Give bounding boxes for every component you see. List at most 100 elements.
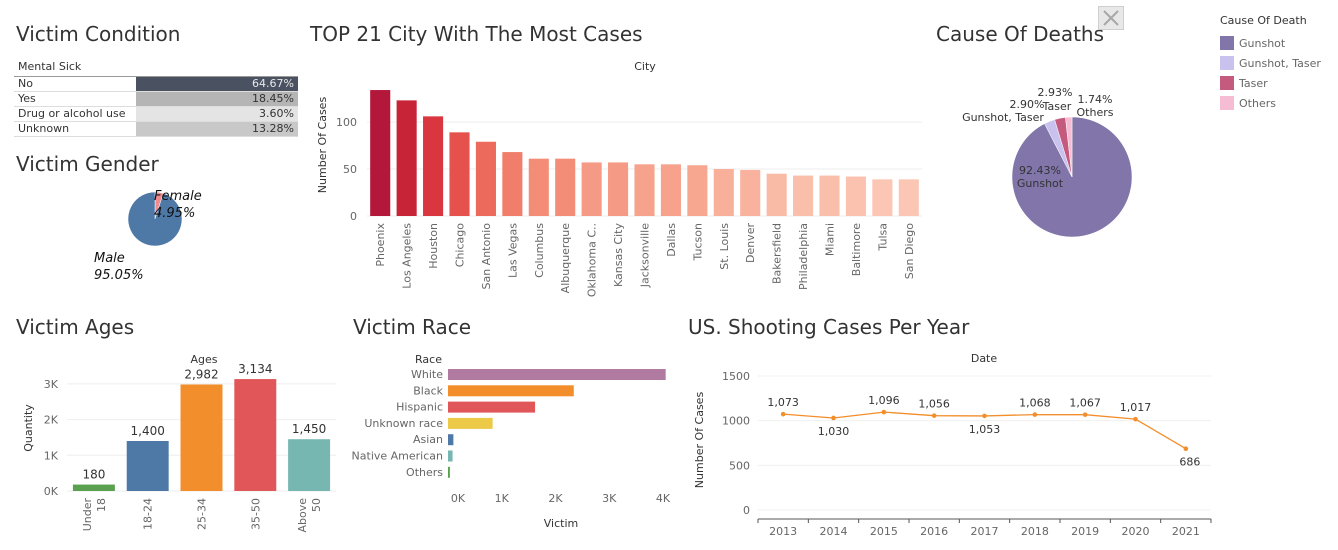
x-tick-label: Dallas [665,223,678,257]
bar [180,384,223,491]
data-point [780,411,786,417]
year-title: US. Shooting Cases Per Year [688,315,970,339]
x-tick-label: 18-24 [142,498,155,530]
race-chart: Race White Black Hispanic Unknown race Asian N… [352,353,671,530]
x-tick-label: 3K [602,492,617,505]
data-label: 1,450 [292,422,326,436]
city-title: TOP 21 City With The Most Cases [310,22,643,46]
bar [448,385,574,397]
slice-value-label: 2.90% [1010,98,1045,111]
x-tick-label: 50 [310,498,323,512]
data-point [1082,412,1088,417]
y-tick-label: Asian [413,433,443,446]
y-tick-label: 3K [44,378,59,391]
legend-label: Others [1239,96,1276,110]
condition-table-header: Mental Sick [14,58,298,77]
bar [581,162,602,216]
y-tick-label: Unknown race [364,417,443,430]
data-label: 1,067 [1069,397,1101,410]
y-tick-label: 500 [729,459,750,472]
x-tick-label: 35-50 [249,498,262,530]
slice-value-label: 1.74% [1078,93,1113,106]
legend-item[interactable]: Gunshot [1220,33,1321,53]
bar [872,179,893,216]
bar [448,401,536,413]
x-tick-label: 2017 [971,525,999,538]
x-tick-label: Bakersfield [771,223,784,284]
row-label: Yes [18,92,36,105]
x-axis-label: Victim [544,517,578,530]
row-value: 18.45% [136,92,298,106]
race-title: Victim Race [353,315,472,339]
x-tick-label: Chicago [454,223,467,267]
bar [396,100,417,216]
bar [687,165,708,216]
legend-item[interactable]: Gunshot, Taser [1220,53,1321,73]
bar [660,164,681,216]
y-tick-label: Native American [352,450,443,463]
x-tick-label: Baltimore [850,223,863,276]
data-label: 3,134 [238,362,272,376]
x-tick-label: Oklahoma C.. [586,223,599,297]
x-tick-label: Las Vegas [506,223,519,278]
x-tick-label: Jacksonville [639,223,652,289]
data-point [1133,416,1138,422]
pie-slice [127,191,183,247]
x-tick-label: Phoenix [374,223,387,267]
legend-swatch [1220,76,1234,90]
table-row[interactable]: No 64.67% [14,77,298,92]
slice-value-label: 92.43% [1019,164,1061,177]
condition-table: Mental Sick No 64.67% Yes 18.45% Drug or… [14,58,298,137]
data-point [881,409,887,415]
data-label: 1,053 [969,423,1001,436]
bar [423,116,444,216]
bar [448,434,454,446]
table-row[interactable]: Yes 18.45% [14,92,298,107]
row-value: 13.28% [136,122,298,136]
row-label: Unknown [18,122,70,135]
bar [288,439,331,491]
ages-chart: Ages Quantity 0K 1K 2K 3K 180 Under 18 1,400 18-24… [22,353,336,533]
bar [448,466,450,478]
x-tick-label: 2020 [1122,525,1150,538]
x-tick-label: 2018 [1021,525,1049,538]
x-tick-label: 2021 [1172,525,1200,538]
close-button[interactable] [1098,6,1124,30]
legend-swatch [1220,36,1234,50]
data-point [1032,412,1038,417]
x-tick-label: 18 [95,498,108,512]
x-tick-label: 2019 [1071,525,1099,538]
table-row[interactable]: Drug or alcohol use 3.60% [14,107,298,122]
y-tick-label: Others [406,466,443,479]
legend-item[interactable]: Others [1220,93,1321,113]
y-axis-label: Number Of Cases [316,97,329,194]
bar [740,169,761,216]
x-tick-label: 2013 [769,525,797,538]
x-tick-label: Under [81,498,94,532]
legend-label: Gunshot, Taser [1239,56,1321,70]
x-tick-label: Columbus [533,223,546,278]
chart-title: Date [971,352,998,365]
y-tick-label: Black [413,384,443,397]
x-tick-label: 4K [656,492,671,505]
y-tick-label: 1500 [722,370,750,383]
legend-item[interactable]: Taser [1220,73,1321,93]
legend-title: Cause Of Death [1220,14,1307,27]
legend-label: Gunshot [1239,36,1286,50]
x-tick-label: St. Louis [718,223,731,270]
data-label: 1,096 [868,394,900,407]
table-row[interactable]: Unknown 13.28% [14,122,298,137]
y-tick-label: 1K [44,449,59,462]
data-label: 1,056 [918,398,950,411]
data-point [982,413,987,419]
gender-value-label: 4.95% [154,206,195,221]
bar [126,441,169,491]
city-chart: City Number Of Cases 0 50 100 Phoenix Los Ange… [316,60,922,297]
bar [713,169,734,216]
legend-swatch [1220,96,1234,110]
bar [448,450,453,462]
bar [634,164,655,216]
x-tick-label: Los Angeles [401,223,414,289]
bar [845,176,866,216]
x-tick-label: 2K [548,492,563,505]
